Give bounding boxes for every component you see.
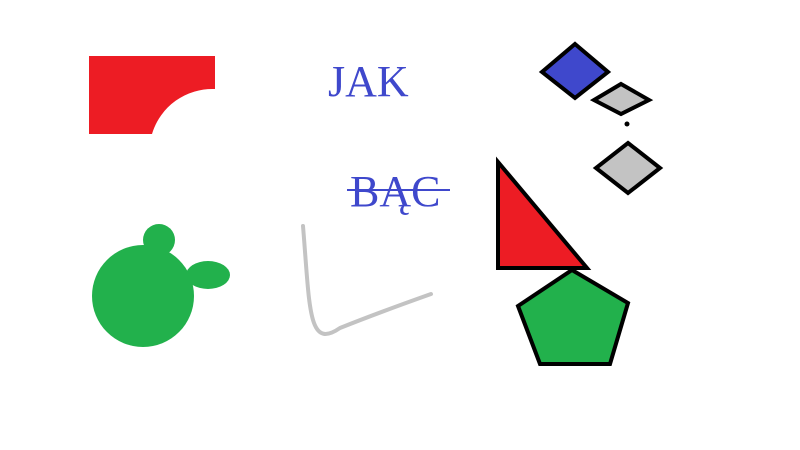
- green-blob: [92, 224, 230, 347]
- word-jak: JAK: [328, 57, 409, 106]
- green-blob-ear-side: [186, 261, 230, 289]
- small-dot: [624, 121, 630, 127]
- red-cut-rectangle: [89, 56, 215, 134]
- gray-diamond-large: [592, 140, 664, 196]
- green-blob-body: [92, 245, 194, 347]
- green-pentagon: [515, 267, 631, 366]
- word-bac: BĄC: [350, 167, 441, 216]
- green-blob-ear-top: [143, 224, 175, 256]
- gray-diamond-small: [589, 81, 654, 117]
- strikethrough-line: [347, 189, 450, 191]
- red-triangle: [496, 156, 592, 270]
- blue-diamond: [538, 41, 612, 101]
- gray-curve: [301, 224, 433, 336]
